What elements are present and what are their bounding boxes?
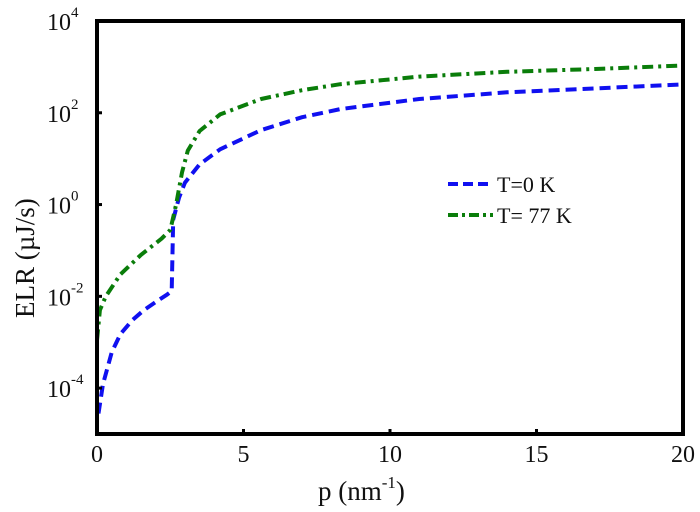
legend: T=0 K T= 77 K	[448, 172, 572, 228]
legend-label-t77: T= 77 K	[497, 203, 572, 228]
series-line-1	[95, 63, 684, 341]
y-axis-title: ELR (µJ/s)	[10, 198, 40, 318]
x-axis-ticks: 0 5 10 15 20	[91, 429, 695, 468]
y-axis-ticks: 10-4 10-2 100 102 104	[47, 5, 102, 403]
series-layer	[95, 63, 684, 414]
x-axis-title: p (nm-1)	[318, 473, 405, 506]
x-tick-label: 10	[378, 442, 402, 468]
y-tick-label: 104	[47, 5, 79, 36]
plot-frame	[95, 19, 685, 436]
x-tick-label: 15	[525, 442, 549, 468]
x-tick-label: 5	[238, 442, 250, 468]
y-tick-label: 100	[47, 189, 79, 220]
x-tick-label: 0	[91, 442, 103, 468]
y-tick-label: 102	[47, 97, 79, 128]
y-tick-label: 10-4	[47, 372, 84, 403]
legend-label-t0: T=0 K	[497, 172, 555, 197]
x-tick-label: 20	[671, 442, 695, 468]
y-tick-label: 10-2	[47, 280, 84, 311]
series-line-0	[96, 82, 684, 414]
